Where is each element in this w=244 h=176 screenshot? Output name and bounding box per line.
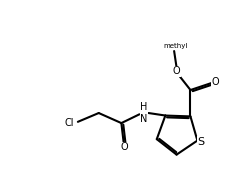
Text: O: O: [212, 77, 219, 87]
Text: O: O: [120, 142, 128, 152]
Text: methyl: methyl: [163, 43, 188, 49]
Text: S: S: [197, 137, 204, 147]
Text: H
N: H N: [140, 102, 148, 124]
Text: Cl: Cl: [64, 118, 74, 128]
Text: O: O: [173, 66, 181, 76]
